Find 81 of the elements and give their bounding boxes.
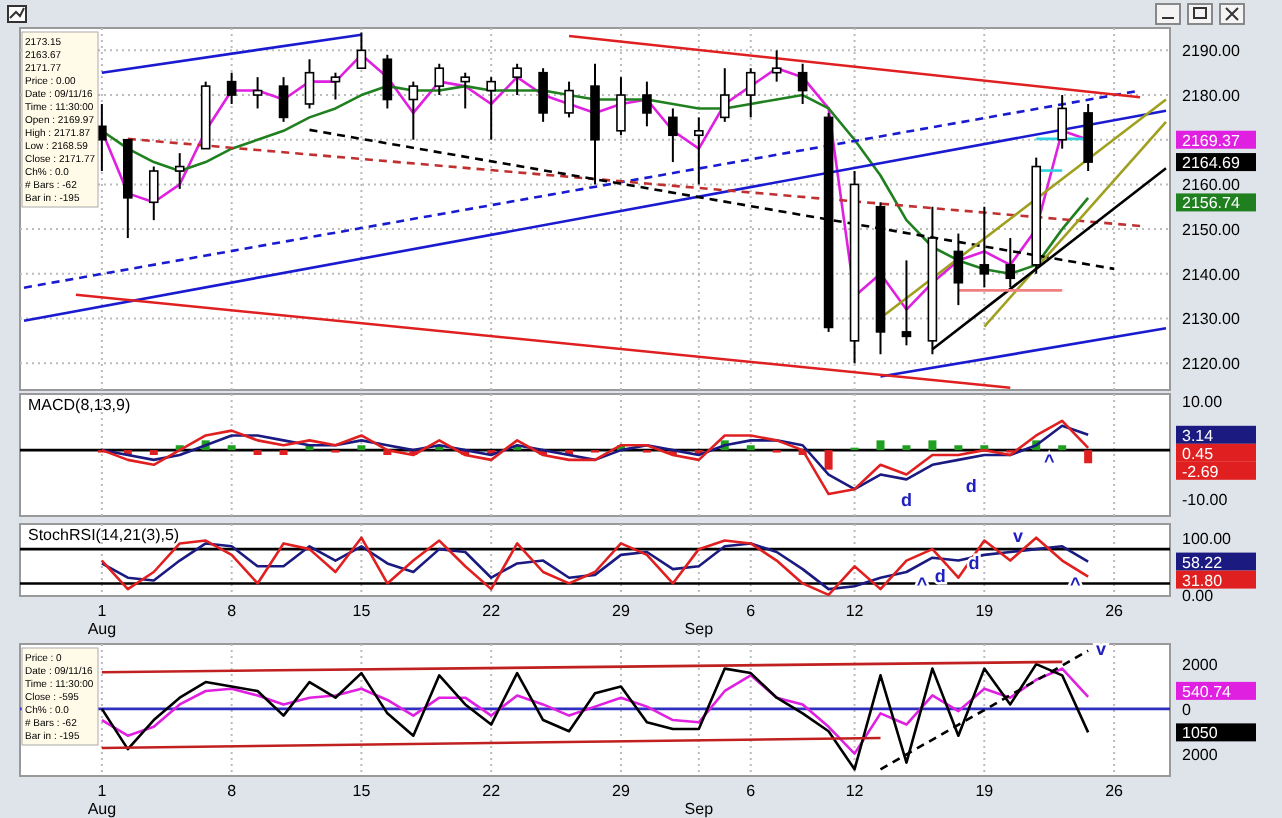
candlestick bbox=[330, 71, 341, 101]
candlestick bbox=[616, 76, 626, 137]
x-tick-label: 29 bbox=[612, 602, 631, 620]
candlestick bbox=[694, 116, 704, 186]
text: 2169.37 bbox=[1182, 131, 1241, 150]
x-tick-label: 12 bbox=[845, 782, 865, 800]
x-tick-label: 8 bbox=[227, 782, 238, 800]
candlestick bbox=[797, 62, 808, 105]
annotation: d bbox=[965, 475, 977, 496]
text: 2156.74 bbox=[1182, 194, 1241, 213]
y-tick-label: 2000 bbox=[1182, 745, 1219, 764]
x-tick-label: 26 bbox=[1105, 782, 1125, 800]
candlestick bbox=[382, 53, 393, 110]
candlestick bbox=[745, 67, 756, 119]
candlestick bbox=[538, 67, 548, 123]
x-tick-label: 26 bbox=[1105, 602, 1125, 620]
x-tick-label: 1 Aug bbox=[87, 602, 117, 638]
candlestick bbox=[564, 80, 574, 119]
y-tick-label: 2160.00 bbox=[1182, 176, 1241, 195]
text: 3.14 bbox=[1182, 426, 1215, 445]
text: 58.22 bbox=[1182, 553, 1224, 572]
x-tick-label: 1 Aug bbox=[87, 782, 117, 818]
candlestick bbox=[512, 62, 522, 97]
text: 2164.69 bbox=[1182, 154, 1241, 173]
y-tick-label: 2150.00 bbox=[1182, 221, 1241, 240]
chart-title: MACD(8,13,9) bbox=[28, 396, 131, 414]
x-tick-label: 12 bbox=[845, 602, 865, 620]
y-tick-label: -10.00 bbox=[1182, 490, 1229, 509]
candlestick bbox=[434, 62, 445, 97]
candlestick bbox=[226, 71, 237, 105]
candlestick bbox=[771, 49, 782, 83]
y-tick-label: 100.00 bbox=[1182, 529, 1233, 548]
y-tick-label: 2190.00 bbox=[1182, 42, 1241, 61]
text: -2.69 bbox=[1182, 462, 1220, 481]
text: 31.80 bbox=[1182, 571, 1224, 590]
candlestick bbox=[486, 76, 496, 141]
x-tick-label: 6 bbox=[746, 602, 757, 620]
candlestick bbox=[278, 76, 289, 123]
candlestick bbox=[408, 80, 419, 141]
y-tick-label: 10.00 bbox=[1182, 393, 1224, 412]
annotation: v bbox=[1096, 639, 1107, 660]
x-tick-label: 22 bbox=[482, 782, 502, 800]
y-tick-label: 2140.00 bbox=[1182, 265, 1241, 284]
x-tick-label: 6 bbox=[746, 782, 757, 800]
x-tick-label: 19 bbox=[975, 602, 995, 620]
x-tick-label: 19 bbox=[975, 782, 995, 800]
candlestick bbox=[668, 107, 678, 164]
annotation: d bbox=[968, 553, 980, 574]
y-tick-label: 0 bbox=[1182, 700, 1192, 719]
candlestick bbox=[174, 152, 185, 190]
line-series bbox=[100, 667, 1090, 755]
candlestick bbox=[460, 71, 471, 110]
text: 1050 bbox=[1182, 724, 1219, 743]
annotation: ^ bbox=[1043, 451, 1056, 472]
annotation: d bbox=[934, 566, 946, 587]
text: 0.45 bbox=[1182, 444, 1215, 463]
y-tick-label: 2000 bbox=[1182, 656, 1219, 675]
candlestick bbox=[148, 165, 159, 222]
chart-title: StochRSI(14,21(3),5) bbox=[28, 526, 180, 544]
candlestick bbox=[901, 259, 912, 347]
text: 540.74 bbox=[1182, 682, 1233, 701]
annotation: d bbox=[900, 490, 912, 511]
annotation: ^ bbox=[916, 574, 929, 595]
candlestick bbox=[642, 80, 652, 128]
annotation: ^ bbox=[1069, 574, 1082, 595]
candlestick bbox=[304, 58, 315, 110]
x-tick-label: 29 bbox=[612, 782, 631, 800]
y-tick-label: 2130.00 bbox=[1182, 310, 1241, 329]
y-tick-label: 2180.00 bbox=[1182, 87, 1241, 106]
y-tick-label: 0.00 bbox=[1182, 586, 1215, 605]
x-tick-label: 22 bbox=[482, 602, 502, 620]
y-tick-label: 2120.00 bbox=[1182, 355, 1241, 374]
annotation: v bbox=[1013, 526, 1024, 547]
x-tick-label: 15 bbox=[352, 782, 372, 800]
x-tick-label: Sep bbox=[684, 800, 715, 818]
x-tick-label: 15 bbox=[352, 602, 372, 620]
x-tick-label: 8 bbox=[227, 602, 238, 620]
candlestick bbox=[1057, 94, 1067, 150]
candlestick bbox=[252, 76, 263, 110]
candlestick bbox=[719, 67, 730, 123]
x-tick-label: Sep bbox=[684, 620, 715, 638]
